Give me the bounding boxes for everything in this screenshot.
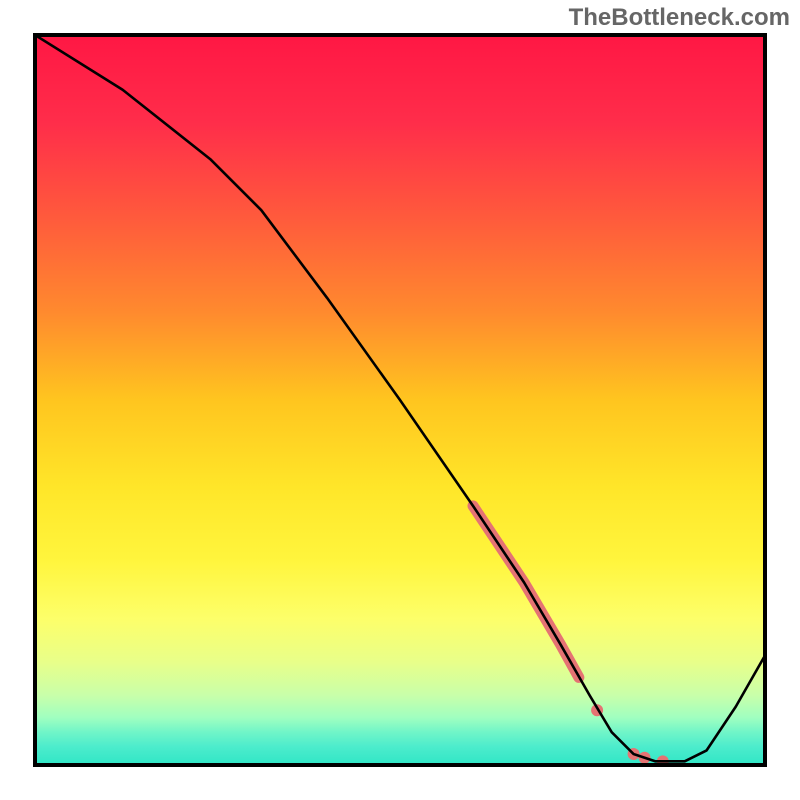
bottleneck-chart: TheBottleneck.com <box>0 0 800 800</box>
chart-svg <box>0 0 800 800</box>
